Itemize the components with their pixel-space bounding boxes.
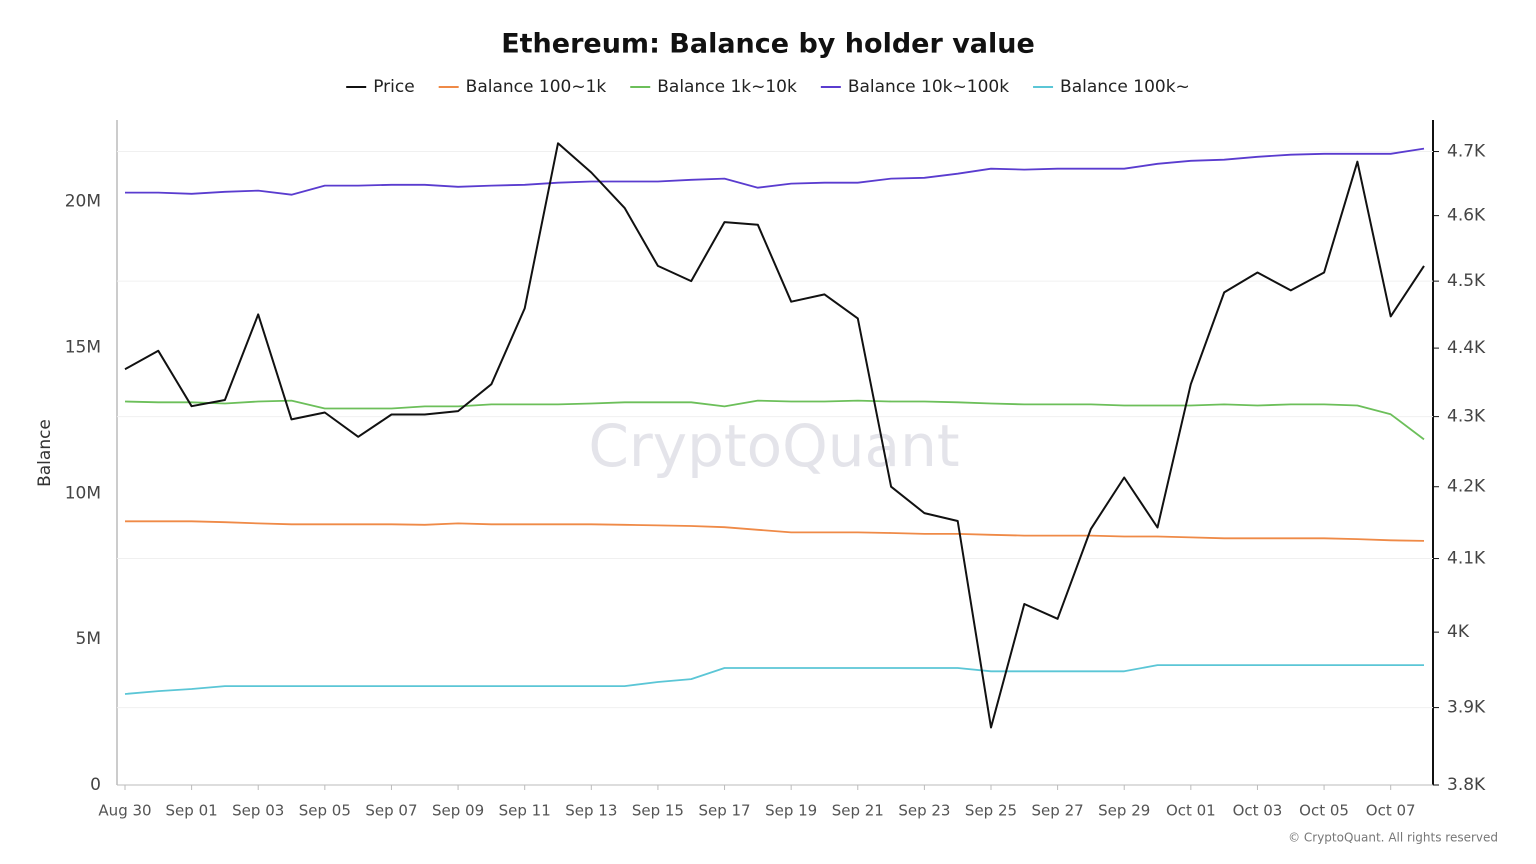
y2-tick-label: 4.1K	[1447, 549, 1486, 569]
series-line	[124, 664, 1424, 695]
x-tick-label: Sep 11	[499, 802, 551, 820]
y2-tick-label: 4K	[1447, 622, 1470, 642]
series-line	[124, 399, 1425, 441]
footer: © CryptoQuant. All rights reserved	[1288, 831, 1498, 845]
x-tick-label: Oct 05	[1299, 802, 1349, 820]
x-tick-label: Sep 03	[232, 802, 284, 820]
legend-label: Balance 100k~	[1060, 77, 1190, 97]
y2-tick-label: 4.2K	[1447, 477, 1486, 497]
x-tick-label: Sep 05	[299, 802, 351, 820]
legend-label: Balance 100~1k	[466, 77, 607, 97]
y2-tick-label: 3.8K	[1447, 775, 1486, 795]
x-tick-label: Sep 29	[1098, 802, 1150, 820]
y2-tick-label: 4.6K	[1447, 206, 1486, 226]
x-tick-label: Sep 13	[565, 802, 617, 820]
x-tick-label: Sep 17	[698, 802, 750, 820]
x-tick-label: Aug 30	[98, 802, 151, 820]
x-tick-label: Sep 25	[965, 802, 1017, 820]
x-tick-label: Sep 01	[166, 802, 218, 820]
x-tick-label: Oct 07	[1366, 802, 1416, 820]
legend-label: Balance 1k~10k	[657, 77, 797, 97]
x-tick-label: Oct 01	[1166, 802, 1216, 820]
series-line	[125, 147, 1425, 196]
y2-tick-label: 4.3K	[1447, 407, 1486, 427]
legend: Price Balance 100~1k Balance 1k~10k Balance…	[346, 77, 1190, 97]
y2-tick-label: 4.4K	[1447, 338, 1486, 358]
x-tick-label: Sep 07	[365, 802, 417, 820]
x-tick-label: Sep 23	[898, 802, 950, 820]
y-tick-label: 0	[90, 775, 101, 795]
y2-tick-label: 4.7K	[1447, 142, 1486, 162]
y2-tick-label: 4.5K	[1447, 271, 1486, 291]
series-line	[125, 520, 1425, 542]
x-tick-label: Sep 09	[432, 802, 484, 820]
legend-label: Balance 10k~100k	[848, 77, 1009, 97]
watermark: CryptoQuant	[588, 412, 959, 480]
chart-title: Ethereum: Balance by holder value	[501, 29, 1035, 60]
y-tick-label: 20M	[65, 192, 101, 212]
x-tick-label: Sep 21	[832, 802, 884, 820]
y-tick-label: 15M	[65, 338, 101, 358]
x-tick-label: Oct 03	[1233, 802, 1283, 820]
y-axis-label: Balance	[35, 419, 55, 487]
x-tick-label: Sep 27	[1032, 802, 1084, 820]
y-tick-label: 10M	[65, 483, 101, 503]
series-line	[124, 142, 1425, 729]
y-tick-label: 5M	[76, 629, 101, 649]
x-tick-label: Sep 15	[632, 802, 684, 820]
x-tick-label: Sep 19	[765, 802, 817, 820]
legend-label: Price	[373, 77, 414, 97]
y2-tick-label: 3.9K	[1447, 698, 1486, 718]
